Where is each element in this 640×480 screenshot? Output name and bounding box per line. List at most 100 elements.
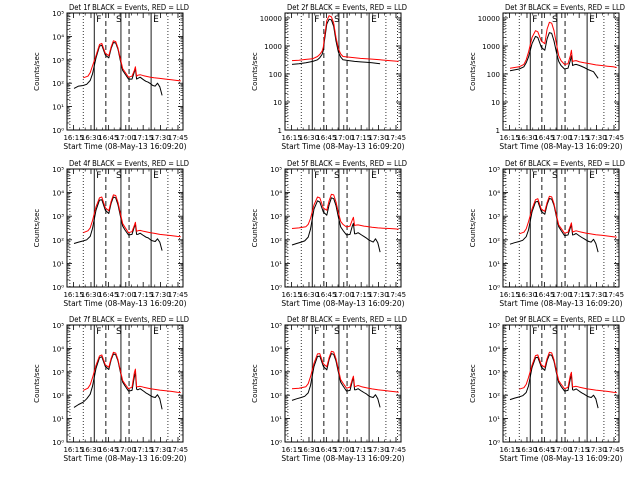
- marker-letter-s: S: [552, 15, 558, 25]
- x-axis-label: Start Time (08-May-13 16:09:20): [499, 454, 622, 463]
- y-tick-label: 10⁰: [52, 284, 64, 292]
- x-tick-label: 16:45: [316, 134, 336, 142]
- y-tick-label: 10: [491, 99, 500, 107]
- plot-frame: [66, 324, 184, 443]
- y-tick-label: 100: [487, 71, 500, 79]
- x-tick-label: 16:45: [98, 134, 118, 142]
- x-tick-label: 17:30: [586, 291, 606, 299]
- x-tick-label: 16:30: [299, 291, 319, 299]
- panel-det-2f: F S E11010010001000016:1516:3016:4517:0017…: [251, 3, 407, 151]
- panel-title: Det 7f BLACK = Events, RED = LLD: [69, 315, 189, 324]
- marker-letter-s: S: [334, 15, 340, 25]
- plot-frame: [66, 168, 184, 288]
- y-axis-label: Counts/sec: [33, 209, 41, 248]
- x-tick-label: 16:30: [81, 134, 101, 142]
- panel-title: Det 4f BLACK = Events, RED = LLD: [69, 159, 189, 168]
- x-tick-label: 17:45: [386, 291, 406, 299]
- y-tick-label: 10⁴: [52, 345, 64, 353]
- marker-letter-e: E: [589, 327, 595, 337]
- y-tick-label: 10²: [270, 237, 282, 245]
- marker-letter-e: E: [589, 171, 595, 181]
- marker-letter-s: S: [116, 171, 122, 181]
- y-tick-label: 10⁵: [52, 10, 64, 18]
- x-tick-label: 16:30: [517, 291, 537, 299]
- x-tick-label: 17:45: [604, 291, 624, 299]
- plot-frame: [284, 168, 402, 288]
- y-axis-label: Counts/sec: [251, 52, 259, 91]
- x-tick-label: 16:15: [499, 134, 519, 142]
- x-tick-label: 16:15: [281, 446, 301, 454]
- x-tick-label: 16:15: [281, 134, 301, 142]
- y-tick-label: 10¹: [270, 260, 282, 268]
- marker-letter-f: F: [314, 171, 319, 181]
- panel-det-1f: F S E 10⁰ 10¹ 10² 10³ 10⁴ 10⁵ 16:1516:3016:4517:0…: [33, 3, 189, 151]
- y-axis-label: Counts/sec: [469, 209, 477, 248]
- lld-series-line: [83, 194, 181, 238]
- x-tick-label: 17:30: [368, 291, 388, 299]
- events-series-line: [73, 353, 163, 410]
- x-tick-label: 17:30: [368, 134, 388, 142]
- x-tick-label: 16:15: [63, 446, 83, 454]
- x-tick-label: 16:45: [98, 446, 118, 454]
- x-tick-label: 17:15: [133, 291, 153, 299]
- panel-det-8f: F S E 10⁰ 10¹ 10² 10³ 10⁴ 10⁵ 16:1516:3016:4517:0…: [251, 315, 407, 463]
- x-tick-label: 16:30: [517, 134, 537, 142]
- x-tick-label: 16:45: [316, 446, 336, 454]
- panel-title: Det 8f BLACK = Events, RED = LLD: [287, 315, 407, 324]
- x-tick-label: 17:30: [150, 134, 170, 142]
- events-series-line: [509, 198, 599, 253]
- x-tick-label: 17:45: [386, 134, 406, 142]
- x-tick-label: 16:30: [517, 446, 537, 454]
- plot-frame: [502, 168, 620, 288]
- y-tick-label: 10⁰: [52, 127, 64, 135]
- x-axis-label: Start Time (08-May-13 16:09:20): [281, 299, 404, 308]
- x-tick-label: 16:15: [63, 291, 83, 299]
- y-tick-label: 10⁵: [270, 322, 282, 330]
- lld-series-line: [291, 350, 399, 393]
- y-tick-label: 10⁵: [270, 166, 282, 174]
- y-tick-label: 10000: [478, 15, 500, 23]
- y-tick-label: 10⁴: [270, 190, 282, 198]
- x-tick-label: 16:45: [534, 446, 554, 454]
- events-series-line: [73, 196, 163, 251]
- y-tick-label: 10²: [488, 392, 500, 400]
- y-tick-label: 10⁵: [52, 166, 64, 174]
- x-tick-label: 17:15: [351, 446, 371, 454]
- events-series-line: [509, 32, 599, 79]
- marker-letter-s: S: [334, 171, 340, 181]
- y-tick-label: 10: [273, 99, 282, 107]
- events-series-line: [509, 354, 599, 409]
- events-series-line: [291, 353, 381, 408]
- y-tick-label: 10³: [270, 213, 282, 221]
- marker-letter-f: F: [314, 327, 319, 337]
- marker-letter-e: E: [371, 171, 377, 181]
- x-tick-label: 17:45: [168, 446, 188, 454]
- x-tick-label: 17:30: [150, 446, 170, 454]
- y-tick-label: 10³: [488, 369, 500, 377]
- marker-letter-e: E: [589, 15, 595, 25]
- x-tick-label: 17:00: [334, 446, 354, 454]
- x-tick-label: 17:45: [386, 446, 406, 454]
- x-tick-label: 16:15: [499, 446, 519, 454]
- y-axis-label: Counts/sec: [33, 52, 41, 91]
- y-tick-label: 10⁵: [488, 166, 500, 174]
- marker-letter-e: E: [153, 15, 159, 25]
- x-tick-label: 17:30: [150, 291, 170, 299]
- lld-series-line: [82, 351, 181, 393]
- y-tick-label: 10³: [52, 57, 64, 65]
- y-tick-label: 10³: [270, 369, 282, 377]
- y-tick-label: 10¹: [488, 416, 500, 424]
- x-axis-label: Start Time (08-May-13 16:09:20): [63, 454, 186, 463]
- x-tick-label: 17:00: [116, 291, 136, 299]
- plot-frame: [284, 12, 402, 131]
- y-axis-label: Counts/sec: [469, 364, 477, 403]
- y-tick-label: 10⁴: [52, 190, 64, 198]
- panel-title: Det 5f BLACK = Events, RED = LLD: [287, 159, 407, 168]
- marker-letter-f: F: [96, 171, 101, 181]
- x-tick-label: 17:15: [133, 446, 153, 454]
- y-tick-label: 10⁵: [488, 322, 500, 330]
- y-tick-label: 10²: [488, 237, 500, 245]
- y-tick-label: 1000: [264, 43, 282, 51]
- y-tick-label: 10¹: [52, 104, 64, 112]
